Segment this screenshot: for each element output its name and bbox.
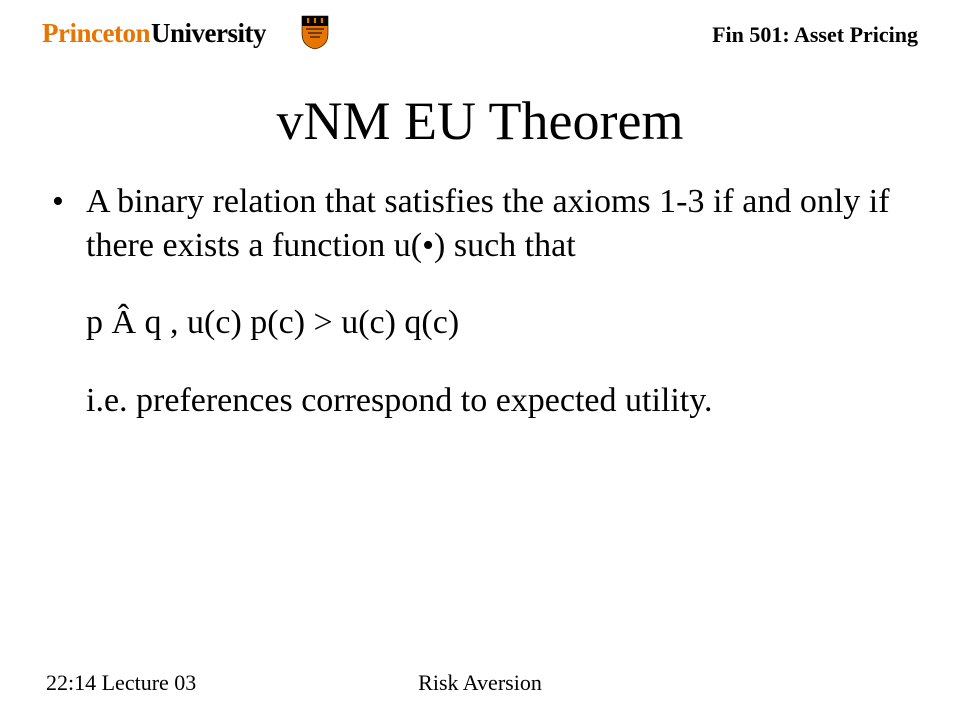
conclusion-line: i.e. preferences correspond to expected … <box>86 379 908 423</box>
bullet-text: A binary relation that satisfies the axi… <box>86 180 908 267</box>
bullet-item: • A binary relation that satisfies the a… <box>52 180 908 267</box>
shield-icon <box>300 14 330 55</box>
slide-footer: 22:14 Lecture 03 Risk Aversion <box>0 666 960 696</box>
logo-text-university: University <box>151 18 266 49</box>
slide-header: Princeton University Fin 501: Asset Pric… <box>0 18 960 68</box>
footer-topic: Risk Aversion <box>0 670 960 696</box>
bullet-mark: • <box>52 180 86 267</box>
slide-body: • A binary relation that satisfies the a… <box>52 180 908 422</box>
slide-title: vNM EU Theorem <box>0 90 960 152</box>
formula-line: p Â q , u(c) p(c) > u(c) q(c) <box>86 301 908 345</box>
course-label: Fin 501: Asset Pricing <box>712 22 918 48</box>
logo-text-princeton: Princeton <box>42 18 150 49</box>
princeton-logo: Princeton University <box>42 18 266 49</box>
